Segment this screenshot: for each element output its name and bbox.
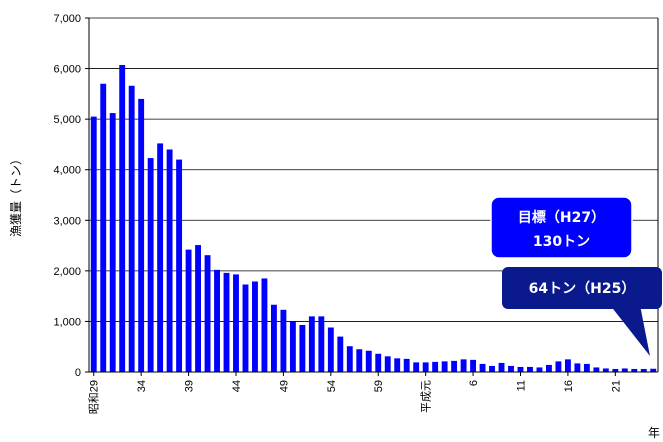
bar [460, 359, 467, 372]
bar [242, 284, 249, 372]
bar [147, 158, 154, 372]
bar [403, 358, 410, 372]
bar [546, 364, 552, 372]
axes [88, 18, 659, 373]
gridlines [89, 17, 658, 373]
y-tick-label: 0 [75, 367, 81, 379]
x-tick-label: 34 [136, 380, 148, 392]
x-tick-label: 6 [468, 380, 480, 386]
y-tick-labels: 0 1,000 2,000 3,000 4,000 5,000 6,000 7,000 [53, 13, 89, 379]
bar [261, 278, 268, 372]
bar [128, 85, 135, 373]
bar [346, 346, 353, 372]
bar [176, 159, 183, 372]
bar [166, 149, 173, 372]
y-tick-label: 2,000 [53, 266, 81, 278]
bar [602, 368, 609, 372]
bar [479, 363, 486, 372]
bar [157, 143, 164, 372]
x-tick-label: 39 [184, 380, 196, 392]
callout-actual-pointer [610, 305, 650, 356]
callout-target-box [490, 196, 633, 259]
bar [100, 83, 107, 373]
x-tick-label: 49 [278, 380, 290, 392]
bar [489, 365, 495, 372]
bar [204, 255, 211, 372]
bar [498, 362, 505, 372]
y-tick-label: 7,000 [53, 13, 81, 25]
bar [299, 324, 306, 372]
bar [621, 368, 628, 372]
x-tick-label: 平成元 [420, 380, 433, 413]
bar [413, 362, 420, 372]
x-tick-label: 11 [515, 380, 527, 391]
bar [583, 363, 590, 372]
bar [90, 116, 97, 372]
y-tick-label: 6,000 [53, 64, 81, 76]
bar [185, 249, 192, 372]
x-tick-label: 44 [231, 380, 243, 392]
callout-actual-line1: 64トン（H25） [529, 281, 636, 297]
bar [394, 358, 401, 372]
bar [527, 366, 533, 372]
x-tick-label: 16 [563, 380, 575, 392]
y-axis-label: 漁獲量（トン） [9, 153, 23, 237]
x-axis-label: 年 [648, 426, 660, 440]
bar [289, 321, 296, 372]
bar [327, 327, 334, 372]
x-tick-label: 昭和29 [88, 380, 101, 414]
x-tick-label: 21 [610, 380, 622, 392]
x-tick-label: 59 [373, 380, 385, 392]
bar [308, 316, 315, 372]
bar [356, 349, 363, 372]
bar [109, 113, 116, 372]
x-tick-label: 54 [326, 380, 338, 392]
bar [508, 365, 514, 372]
callout-actual: 64トン（H25） [502, 267, 662, 356]
y-tick-label: 1,000 [53, 316, 81, 328]
bar [195, 245, 201, 372]
callout-target: 目標（H27） 130トン [490, 196, 633, 259]
bar [375, 353, 382, 372]
bar [631, 368, 638, 372]
bar [280, 309, 287, 372]
bar [138, 98, 145, 372]
bar [119, 65, 126, 372]
bar [441, 361, 448, 372]
bar [432, 361, 439, 372]
bar [470, 359, 477, 372]
y-tick-label: 5,000 [53, 114, 81, 126]
bar [223, 272, 230, 372]
bar [536, 367, 543, 372]
bar [593, 367, 600, 372]
bar [318, 316, 325, 372]
bar [555, 361, 562, 372]
y-tick-label: 3,000 [53, 215, 81, 227]
callout-actual-box [502, 267, 662, 309]
bar [337, 336, 344, 372]
bar [612, 368, 619, 372]
callout-target-line1: 目標（H27） [518, 209, 605, 226]
bar [650, 368, 657, 372]
bar [365, 350, 372, 372]
bar [517, 366, 524, 372]
bar [451, 360, 458, 372]
bar [233, 274, 239, 372]
bar [270, 304, 277, 372]
bar [214, 269, 220, 372]
bar [252, 281, 258, 372]
bars [90, 65, 657, 373]
bar [564, 359, 571, 372]
bar [384, 356, 391, 372]
bar [574, 363, 581, 372]
x-tick-labels: 昭和29 34 39 44 49 54 59 平成元 6 11 16 21 [88, 372, 622, 414]
bar [422, 362, 429, 372]
y-tick-label: 4,000 [53, 165, 81, 177]
callout-target-line2: 130トン [533, 234, 590, 250]
bar [640, 368, 647, 372]
